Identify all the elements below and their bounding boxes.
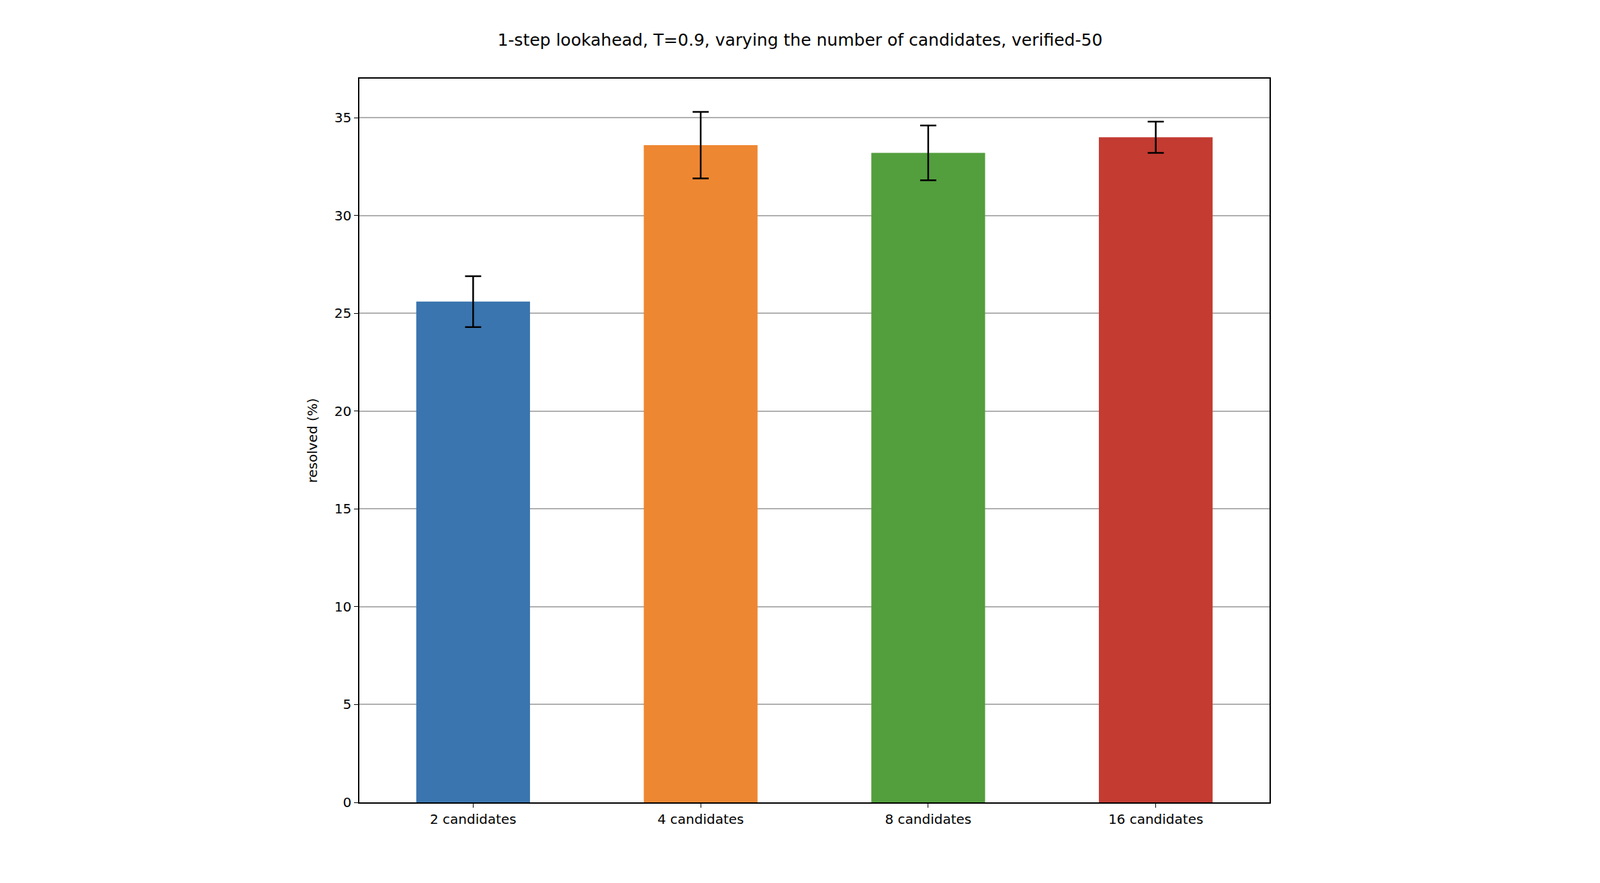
svg-text:5: 5	[343, 695, 352, 713]
svg-text:30: 30	[334, 207, 352, 224]
svg-text:20: 20	[334, 403, 352, 420]
svg-text:35: 35	[334, 109, 352, 126]
svg-text:16 candidates: 16 candidates	[1108, 810, 1204, 827]
svg-text:resolved (%): resolved (%)	[304, 397, 321, 483]
svg-text:15: 15	[334, 500, 352, 517]
svg-text:4 candidates: 4 candidates	[657, 810, 745, 827]
svg-text:1-step lookahead, T=0.9, varyi: 1-step lookahead, T=0.9, varying the num…	[497, 30, 1103, 50]
svg-text:8 candidates: 8 candidates	[884, 810, 972, 827]
svg-text:0: 0	[343, 793, 352, 811]
svg-text:25: 25	[334, 304, 352, 322]
svg-text:2 candidates: 2 candidates	[429, 810, 517, 827]
svg-text:10: 10	[334, 598, 352, 615]
